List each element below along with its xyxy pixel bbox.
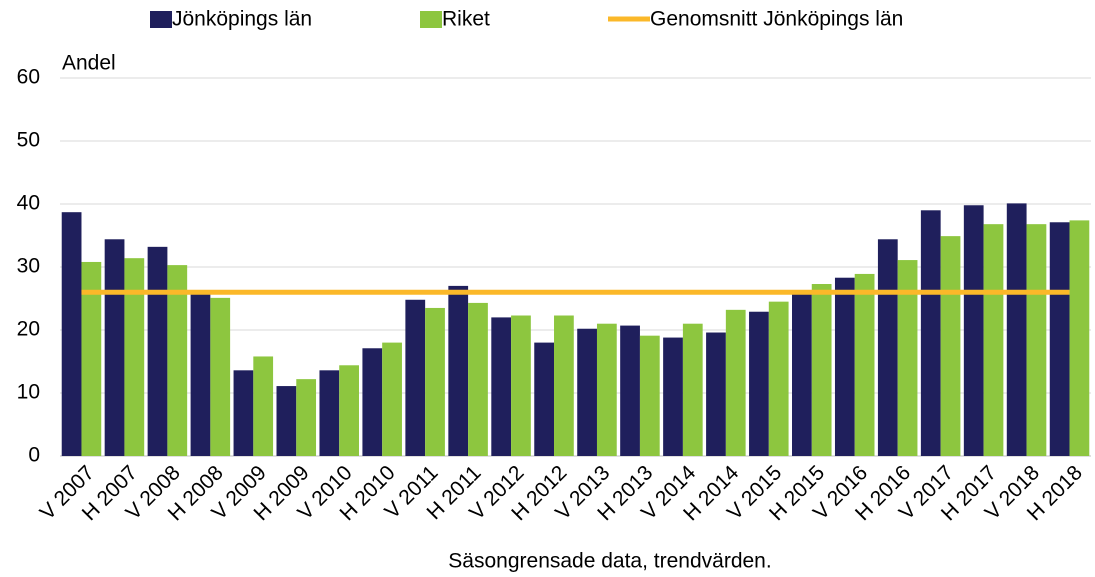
bar bbox=[663, 337, 683, 456]
bar bbox=[382, 342, 402, 456]
bar bbox=[963, 205, 984, 456]
bar bbox=[491, 317, 512, 456]
y-axis-label: Andel bbox=[62, 52, 116, 75]
legend-label: Jönköpings län bbox=[172, 8, 312, 31]
bar bbox=[920, 210, 941, 456]
bar bbox=[706, 332, 726, 456]
bar bbox=[1069, 220, 1090, 456]
bar bbox=[749, 311, 769, 456]
bar bbox=[554, 315, 574, 456]
bar bbox=[1006, 203, 1027, 456]
bar bbox=[81, 261, 102, 456]
bar bbox=[877, 239, 898, 456]
bar bbox=[768, 301, 789, 456]
bar bbox=[190, 294, 211, 456]
bar bbox=[468, 302, 488, 456]
bar bbox=[147, 246, 168, 456]
legend-label: Riket bbox=[442, 8, 490, 31]
legend-swatch bbox=[420, 11, 442, 28]
bar bbox=[1026, 224, 1047, 456]
bar bbox=[276, 386, 297, 456]
bar bbox=[811, 284, 832, 456]
bar bbox=[362, 348, 383, 456]
bar bbox=[104, 239, 125, 456]
bar bbox=[61, 212, 82, 456]
y-tick-label: 30 bbox=[17, 255, 40, 278]
y-tick-label: 50 bbox=[17, 129, 40, 152]
bar bbox=[596, 323, 617, 456]
bar bbox=[940, 236, 961, 456]
y-tick-label: 40 bbox=[17, 192, 40, 215]
bar bbox=[210, 297, 231, 456]
bar bbox=[983, 224, 1004, 456]
bar bbox=[233, 370, 254, 456]
bar bbox=[448, 285, 469, 456]
y-tick-label: 20 bbox=[17, 318, 40, 341]
bar bbox=[339, 365, 359, 456]
bar bbox=[253, 356, 274, 456]
y-tick-label: 0 bbox=[28, 444, 40, 467]
bar bbox=[682, 323, 703, 456]
bar bbox=[834, 277, 855, 456]
bar bbox=[167, 265, 188, 456]
bar bbox=[405, 299, 426, 456]
bar bbox=[534, 342, 555, 456]
bar bbox=[296, 379, 317, 456]
bar bbox=[425, 307, 445, 456]
y-tick-label: 60 bbox=[17, 66, 40, 89]
bar bbox=[725, 309, 746, 456]
bar bbox=[511, 315, 531, 456]
legend-swatch bbox=[150, 11, 172, 28]
y-tick-label: 10 bbox=[17, 381, 40, 404]
legend-label: Genomsnitt Jönköpings län bbox=[650, 8, 903, 31]
bar bbox=[897, 260, 918, 456]
bar bbox=[577, 328, 597, 456]
bar bbox=[620, 325, 640, 456]
bar bbox=[319, 370, 340, 456]
x-axis-label: Säsongrensade data, trendvärden. bbox=[448, 550, 771, 573]
bar bbox=[854, 273, 875, 456]
bar bbox=[792, 292, 812, 456]
bar bbox=[124, 258, 145, 456]
bar bbox=[1049, 222, 1070, 456]
bar bbox=[639, 335, 660, 456]
